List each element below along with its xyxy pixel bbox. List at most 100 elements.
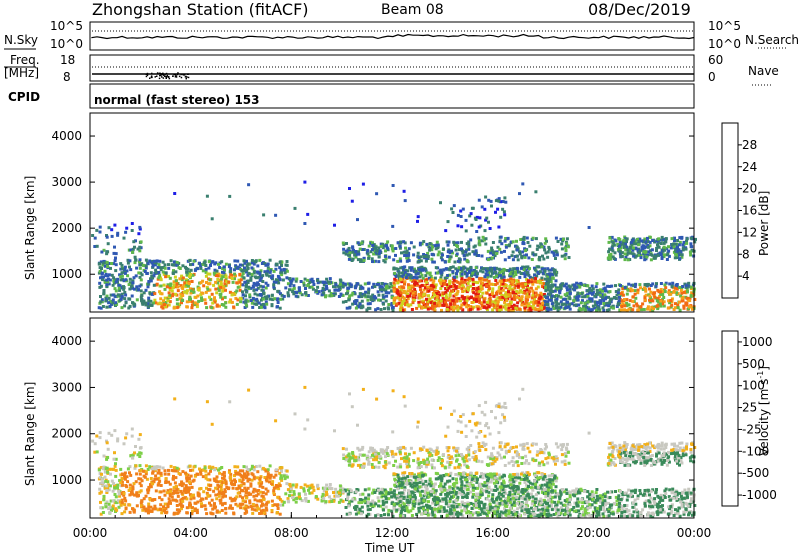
power-cell (172, 260, 176, 264)
power-cell (343, 282, 347, 286)
power-cell (105, 294, 109, 298)
velocity-cell (151, 498, 154, 502)
velocity-cell (123, 510, 127, 514)
power-cell (551, 290, 555, 293)
power-cell (681, 246, 685, 250)
power-cell (292, 290, 296, 294)
power-cell (601, 295, 605, 299)
power-cell (675, 287, 679, 291)
velocity-cell (233, 478, 237, 482)
power-cell (556, 308, 560, 312)
velocity-cell (214, 486, 218, 490)
power-cell (496, 296, 500, 300)
power-cell (451, 270, 455, 274)
velocity-cell (110, 508, 113, 512)
power-cell (564, 302, 568, 306)
velocity-cell (355, 488, 359, 491)
power-cell (426, 251, 430, 255)
velocity-cell (140, 499, 144, 503)
power-cell (137, 232, 141, 236)
power-cell (457, 257, 461, 261)
velocity-cell (294, 500, 298, 504)
power-cell (298, 289, 301, 293)
power-cell (617, 301, 621, 305)
power-cell (372, 282, 376, 286)
velocity-cell (172, 469, 176, 473)
power-cell (394, 289, 398, 293)
power-cell (687, 281, 691, 285)
power-cell (516, 279, 520, 283)
velocity-cell (230, 499, 234, 503)
velocity-cell (220, 466, 224, 469)
power-cell (444, 293, 448, 297)
power-cell (508, 267, 512, 271)
power-cell (482, 298, 486, 302)
power-cell (486, 300, 489, 304)
velocity-cell (186, 473, 190, 477)
velocity-cell (373, 491, 377, 494)
velocity-cell (123, 474, 126, 478)
power-cell (354, 306, 358, 310)
power-cell (252, 281, 256, 285)
power-cell (280, 260, 284, 264)
velocity-cell (263, 467, 267, 471)
power-cell (372, 298, 376, 302)
power-cell (565, 292, 569, 295)
velocity-cell (387, 508, 391, 512)
velocity-cell (150, 467, 154, 471)
power-cell (418, 243, 422, 247)
power-cell (656, 307, 660, 311)
power-cell (545, 280, 549, 284)
power-cell (333, 285, 337, 289)
power-cell (562, 237, 565, 241)
velocity-cell (244, 476, 248, 480)
velocity-cell (149, 498, 153, 502)
power-cell (353, 300, 356, 304)
power-cell (279, 268, 283, 272)
velocity-cell (285, 475, 289, 479)
velocity-cell (202, 490, 206, 494)
power-cell (377, 246, 381, 250)
power-cell (494, 266, 498, 270)
power-cell (492, 266, 496, 270)
power-cell (534, 253, 538, 257)
velocity-cell (279, 498, 282, 502)
power-cell (600, 293, 604, 297)
nave-point (175, 75, 177, 77)
power-cell (393, 271, 397, 275)
velocity-cell (274, 468, 278, 472)
power-cell (235, 289, 239, 293)
power-cell (171, 286, 175, 290)
power-cell (431, 245, 434, 249)
power-cell (196, 294, 200, 298)
velocity-cell (163, 509, 166, 513)
power-cell (249, 278, 253, 282)
power-cell (381, 246, 385, 250)
power-cell (254, 260, 258, 264)
power-cell (572, 283, 576, 287)
velocity-cell (272, 489, 276, 493)
power-cell (460, 295, 464, 299)
power-cell (655, 246, 659, 250)
power-cell (500, 295, 504, 299)
power-cell (158, 301, 162, 305)
velocity-cell (381, 499, 385, 503)
power-cell (548, 277, 552, 281)
power-cell (364, 290, 368, 294)
velocity-cell (114, 495, 118, 499)
power-cell (409, 286, 413, 290)
power-cell (498, 291, 502, 295)
velocity-cell (383, 513, 386, 517)
power-cell (456, 289, 460, 293)
power-cell (448, 294, 452, 298)
power-cell (177, 266, 181, 270)
power-cell (525, 271, 529, 274)
power-cell (255, 299, 259, 303)
power-cell (449, 285, 452, 289)
power-cell (102, 289, 106, 292)
power-cell (249, 299, 253, 302)
power-cell (650, 253, 654, 257)
power-cell (512, 303, 516, 307)
velocity-cell (268, 464, 272, 468)
power-cell (456, 308, 460, 312)
